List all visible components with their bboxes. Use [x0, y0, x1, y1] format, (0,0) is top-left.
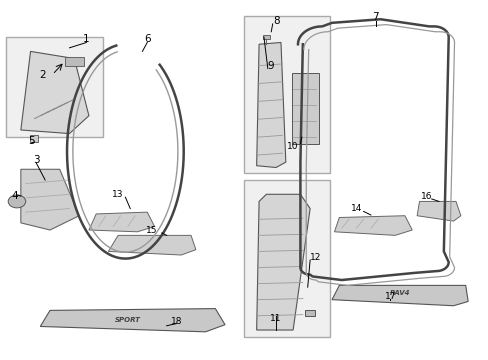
Polygon shape	[40, 309, 224, 332]
Text: SPORT: SPORT	[115, 317, 141, 323]
Text: 15: 15	[146, 225, 158, 234]
Bar	[6, 37, 103, 137]
Polygon shape	[21, 51, 89, 134]
Text: 11: 11	[270, 314, 281, 323]
Polygon shape	[334, 216, 411, 235]
Bar	[30, 135, 38, 143]
Text: 6: 6	[143, 34, 150, 44]
Text: 9: 9	[267, 61, 273, 71]
Polygon shape	[331, 285, 467, 306]
Polygon shape	[256, 42, 285, 167]
Bar	[305, 310, 314, 316]
Bar	[263, 35, 270, 39]
Text: 4: 4	[12, 191, 18, 201]
Bar	[244, 16, 329, 173]
Bar	[244, 180, 329, 337]
Text: 13: 13	[112, 190, 123, 199]
Polygon shape	[89, 212, 154, 232]
Text: 17: 17	[384, 292, 395, 301]
Bar	[64, 57, 84, 66]
Polygon shape	[416, 202, 460, 221]
Polygon shape	[108, 235, 196, 255]
Text: 1: 1	[83, 34, 90, 44]
Text: 12: 12	[310, 253, 321, 262]
Text: 2: 2	[40, 69, 46, 80]
Polygon shape	[256, 194, 309, 330]
Text: 3: 3	[33, 156, 40, 165]
Text: RAV4: RAV4	[389, 290, 409, 296]
Text: 14: 14	[350, 204, 361, 213]
Polygon shape	[21, 169, 79, 230]
Text: 18: 18	[170, 316, 182, 325]
Text: 8: 8	[272, 16, 279, 26]
Text: 5: 5	[28, 136, 35, 146]
Bar	[291, 73, 318, 144]
Text: 16: 16	[420, 192, 432, 201]
Circle shape	[8, 195, 26, 208]
Text: 10: 10	[287, 141, 298, 150]
Text: 7: 7	[372, 13, 378, 22]
